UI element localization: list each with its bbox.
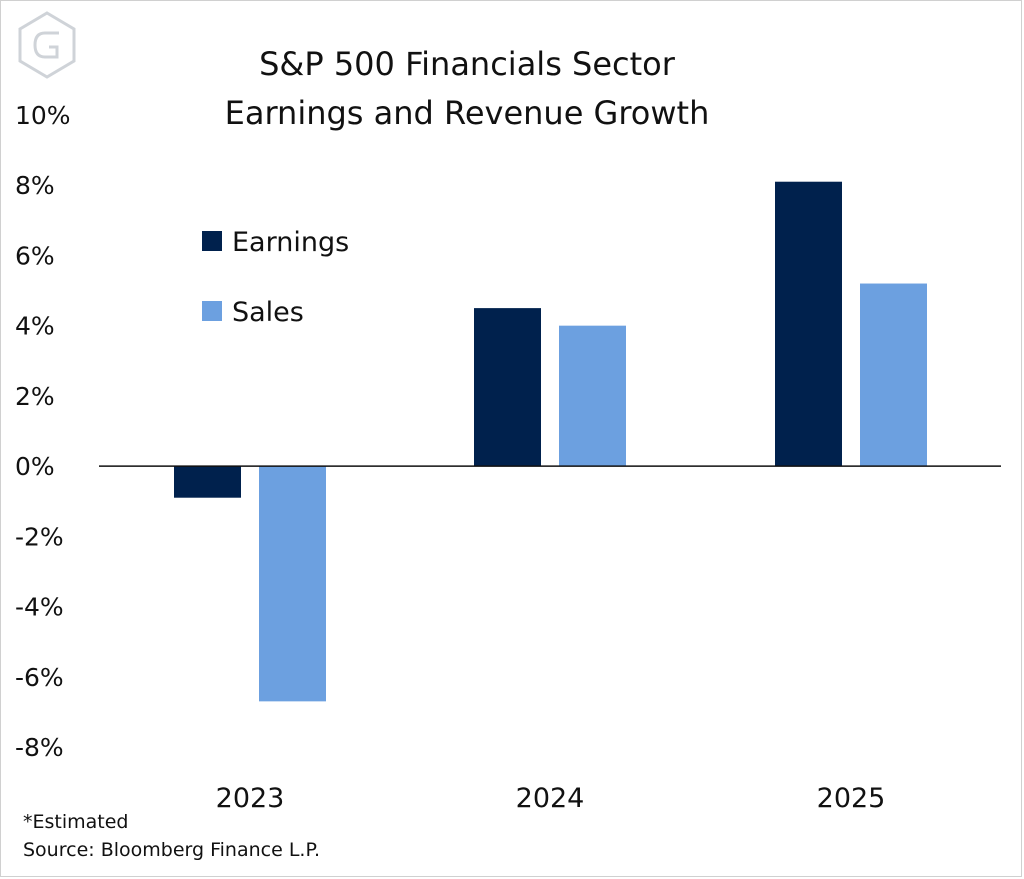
logo-icon	[18, 11, 76, 79]
y-tick-label: -2%	[15, 522, 64, 551]
x-tick-label: 2025	[817, 783, 886, 814]
y-axis: 10% 8% 6% 4% 2% 0% -2% -4% -6% -8%	[15, 101, 71, 762]
y-tick-label: 8%	[15, 171, 55, 200]
bars	[174, 181, 927, 702]
legend-swatch-earnings	[202, 231, 222, 251]
footnote: *Estimated	[23, 811, 128, 833]
bar-earnings-2024	[474, 308, 541, 467]
y-tick-label: 6%	[15, 241, 55, 270]
bar-sales-2023	[259, 466, 326, 702]
legend-swatch-sales	[202, 301, 222, 321]
y-tick-label: 2%	[15, 382, 55, 411]
x-axis: 2023 2024 2025	[216, 783, 886, 814]
chart-subtitle: Earnings and Revenue Growth	[225, 94, 710, 132]
bar-sales-2024	[559, 325, 626, 467]
x-tick-label: 2023	[216, 783, 285, 814]
y-tick-label: -6%	[15, 663, 64, 692]
y-tick-label: 10%	[15, 101, 71, 130]
legend-label-sales: Sales	[232, 297, 304, 328]
bar-earnings-2025	[775, 181, 842, 467]
legend-label-earnings: Earnings	[232, 227, 349, 258]
legend: Earnings Sales	[202, 227, 349, 328]
y-tick-label: 0%	[15, 452, 55, 481]
y-tick-label: -8%	[15, 733, 64, 762]
bar-sales-2025	[860, 283, 927, 467]
y-tick-label: -4%	[15, 593, 64, 622]
source-note: Source: Bloomberg Finance L.P.	[23, 839, 320, 861]
bar-earnings-2023	[174, 466, 241, 498]
y-tick-label: 4%	[15, 312, 55, 341]
x-tick-label: 2024	[516, 783, 585, 814]
chart-title: S&P 500 Financials Sector	[259, 45, 676, 83]
